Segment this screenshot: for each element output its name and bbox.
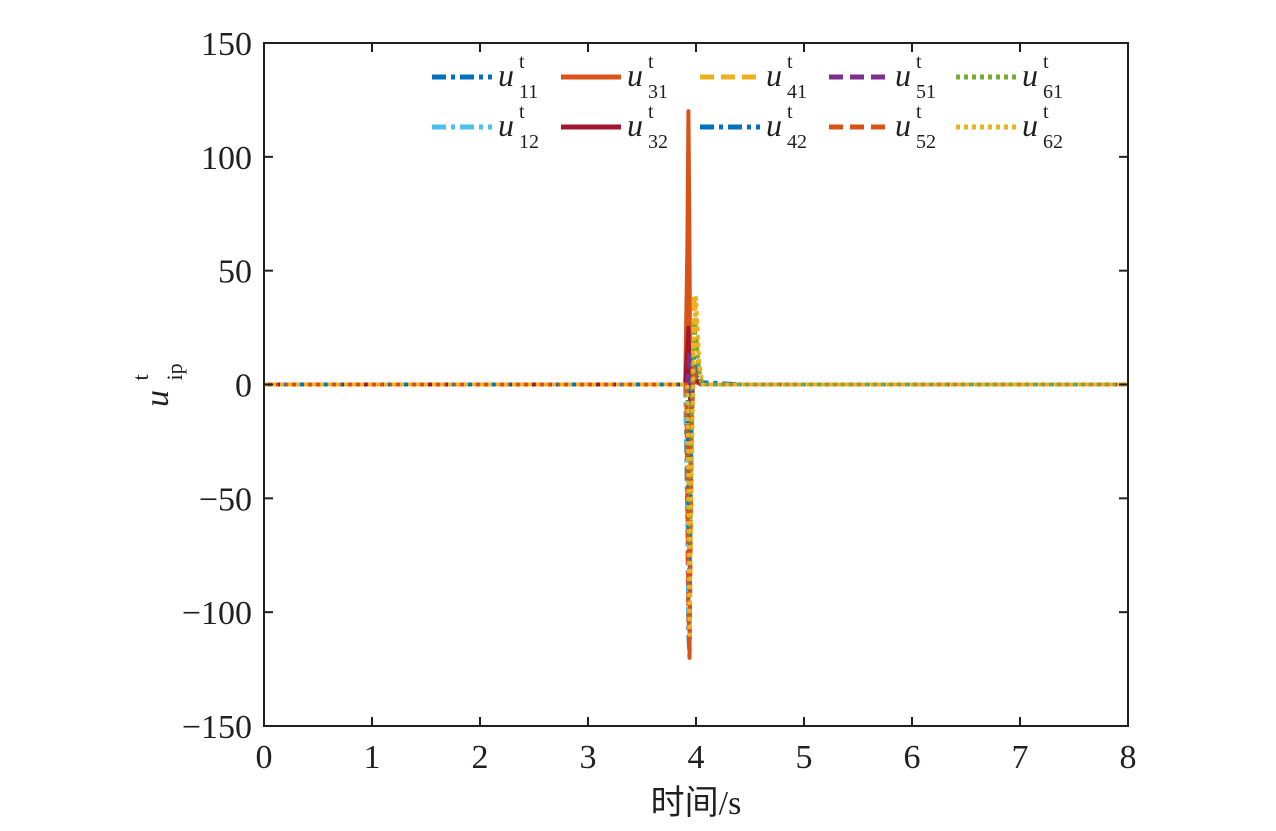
x-tick-label: 2: [472, 739, 489, 776]
series-line-u42: [264, 355, 1128, 592]
legend-label-sup: t: [916, 51, 922, 73]
legend-label-sub: 52: [916, 131, 936, 153]
series-line-u61: [264, 318, 1128, 546]
legend-item-u52: u t 52: [829, 101, 936, 153]
legend-label-base: u: [766, 57, 782, 93]
legend-label-sub: 51: [916, 81, 936, 103]
legend-item-u62: u t 62: [956, 101, 1063, 153]
legend-label-base: u: [1022, 57, 1038, 93]
y-tick-labels: 150 100 50 0 −50 −100 −150: [182, 26, 252, 746]
legend-label-sub: 62: [1043, 131, 1063, 153]
legend-label-base: u: [498, 107, 514, 143]
legend-item-u42: u t 42: [700, 101, 807, 153]
legend-label-sub: 11: [519, 81, 538, 103]
legend-label-sub: 32: [648, 131, 668, 153]
x-tick-label: 6: [904, 739, 921, 776]
legend-label-base: u: [895, 107, 911, 143]
x-tick-label: 4: [688, 739, 705, 776]
series-line-u12: [264, 371, 1128, 656]
x-tick-label: 3: [580, 739, 597, 776]
legend-item-u12: u t 12: [432, 101, 539, 153]
legend-label-sup: t: [1043, 101, 1049, 123]
legend-item-u51: u t 51: [829, 51, 936, 103]
legend-label-sub: 42: [787, 131, 807, 153]
legend-item-u61: u t 61: [956, 51, 1063, 103]
x-axis-title: 时间/s: [651, 785, 742, 822]
axis-ticks: [263, 42, 1129, 727]
legend-item-u11: u t 11: [432, 51, 538, 103]
y-axis-title-sup: t: [128, 374, 153, 380]
legend-label-base: u: [1022, 107, 1038, 143]
x-tick-label: 7: [1012, 739, 1029, 776]
y-tick-label: 150: [201, 26, 252, 63]
x-tick-label: 1: [364, 739, 381, 776]
x-tick-label: 5: [796, 739, 813, 776]
series-lines: [264, 109, 1128, 660]
y-tick-label: 50: [218, 254, 252, 291]
y-tick-label: 100: [201, 140, 252, 177]
legend-label-sup: t: [648, 51, 654, 73]
legend-label-sub: 12: [519, 131, 539, 153]
y-tick-label: −100: [182, 595, 252, 632]
legend-label-base: u: [627, 57, 643, 93]
legend-label-sup: t: [648, 101, 654, 123]
x-tick-label: 0: [256, 739, 273, 776]
legend-label-sup: t: [519, 101, 525, 123]
series-line-u11: [264, 359, 1128, 660]
legend-label-base: u: [766, 107, 782, 143]
legend-label-sub: 31: [648, 81, 668, 103]
legend-label-sup: t: [787, 101, 793, 123]
x-tick-labels: 0 1 2 3 4 5 6 7 8: [256, 739, 1137, 776]
legend-label-sup: t: [1043, 51, 1049, 73]
legend-label-base: u: [627, 107, 643, 143]
legend-label-sup: t: [916, 101, 922, 123]
legend-label-sub: 41: [787, 81, 807, 103]
legend-label-base: u: [498, 57, 514, 93]
legend-label-sup: t: [787, 51, 793, 73]
legend-item-u31: u t 31: [561, 51, 668, 103]
legend-item-u32: u t 32: [561, 101, 668, 153]
y-tick-label: −50: [199, 481, 252, 518]
y-axis-title-sub: ip: [162, 363, 187, 380]
y-tick-label: 0: [235, 368, 252, 405]
legend-label-sup: t: [519, 51, 525, 73]
legend-label-base: u: [895, 57, 911, 93]
y-axis-title-base: u: [139, 390, 176, 407]
series-line-u31: [264, 109, 1128, 478]
x-tick-label: 8: [1120, 739, 1137, 776]
legend-item-u41: u t 41: [700, 51, 807, 103]
y-tick-label: −150: [182, 709, 252, 746]
series-line-u62: [264, 295, 1128, 637]
series-line-u52: [264, 364, 1128, 660]
y-axis-title: u t ip: [128, 363, 187, 407]
legend-label-sub: 61: [1043, 81, 1063, 103]
